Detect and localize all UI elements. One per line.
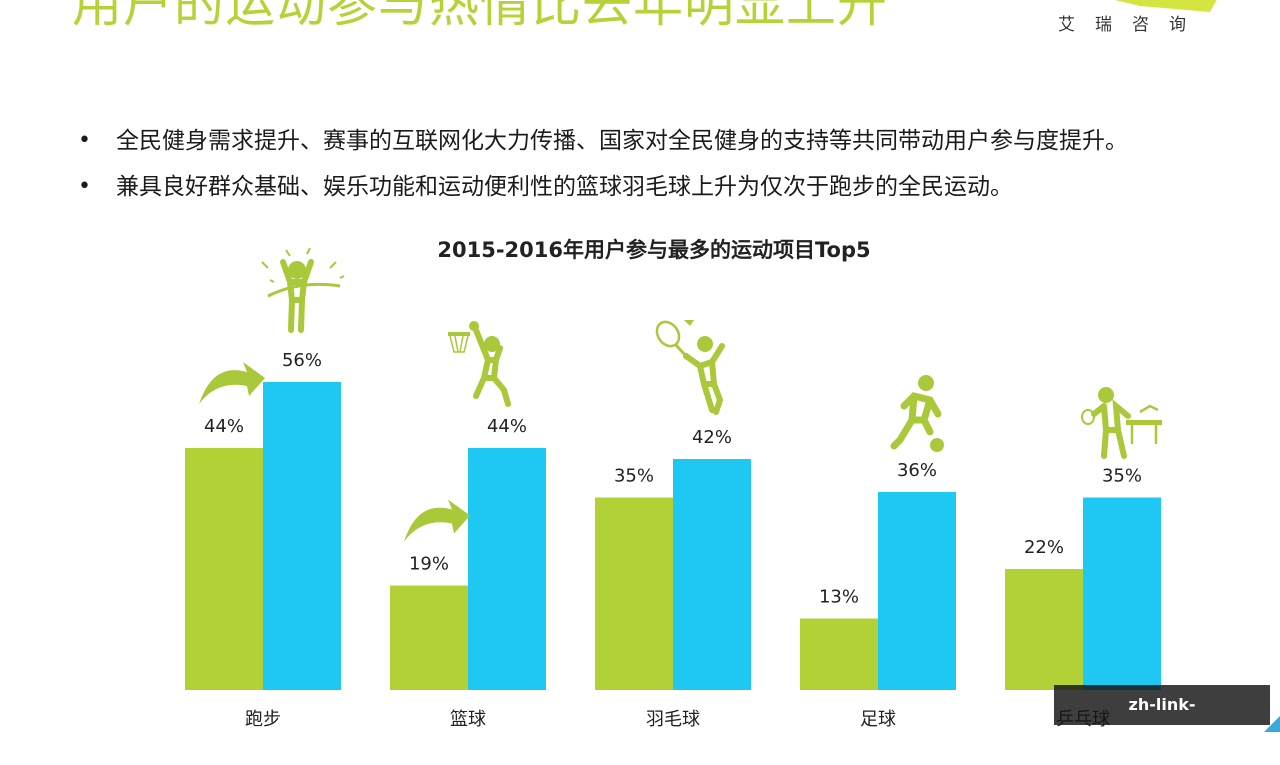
runner-icon <box>261 247 345 333</box>
player-head <box>697 336 713 352</box>
bullet-list: • 全民健身需求提升、赛事的互联网化大力传播、国家对全民健身的支持等共同带动用户… <box>72 118 1128 210</box>
table <box>1126 420 1162 425</box>
category-label: 跑步 <box>245 709 281 730</box>
data-label: 56% <box>282 350 322 371</box>
bar-chart: 44%56%跑步19%44%篮球35%42%羽毛球13%36%足球22%35%乒… <box>185 247 1162 730</box>
finish-tape <box>267 282 341 298</box>
player-body <box>1091 399 1131 459</box>
bar-2016 <box>263 382 341 690</box>
bar-2015 <box>800 618 878 690</box>
confetti <box>261 247 345 283</box>
runner-head <box>288 261 306 279</box>
bar-group: 13% 36% 足球 <box>800 460 956 730</box>
basketball-player-icon <box>448 321 511 407</box>
bar-2016 <box>878 492 956 690</box>
bullet-item: • 兼具良好群众基础、娱乐功能和运动便利性的篮球羽毛球上升为仅次于跑步的全民运动… <box>72 164 1128 210</box>
bar-2016 <box>468 448 546 690</box>
category-label: 篮球 <box>450 709 486 730</box>
bar-2016 <box>673 459 751 690</box>
chart-title: 2015-2016年用户参与最多的运动项目Top5 <box>437 238 871 262</box>
rising-arrow-icon <box>199 362 265 404</box>
bullet-dot: • <box>78 128 91 153</box>
bar-2015 <box>595 497 673 690</box>
player-body <box>890 392 942 450</box>
soccer-player-icon <box>890 375 944 452</box>
data-label: 19% <box>409 554 449 575</box>
badminton-player-icon <box>655 320 725 415</box>
brand-logo-shape <box>1115 0 1217 12</box>
category-label: 羽毛球 <box>646 709 700 730</box>
bullet-dot: • <box>78 174 91 199</box>
shuttlecock <box>684 320 694 326</box>
bar-2015 <box>185 448 263 690</box>
racket <box>655 320 681 348</box>
bar-2016 <box>1083 497 1161 690</box>
data-label: 35% <box>614 466 654 487</box>
watermark: zh-link-lejingsports.com <box>1054 685 1270 754</box>
ball <box>930 438 944 452</box>
bar-group: 44% 56% 跑步 <box>185 350 341 730</box>
data-label: 42% <box>692 427 732 448</box>
bar-2015 <box>390 585 468 690</box>
bullet-item: • 全民健身需求提升、赛事的互联网化大力传播、国家对全民健身的支持等共同带动用户… <box>72 118 1128 164</box>
paddle <box>1081 409 1095 425</box>
brand-name: 艾瑞咨询 <box>1058 15 1206 35</box>
rising-arrow-icon <box>404 499 470 542</box>
category-label: 足球 <box>860 709 896 730</box>
player-body <box>473 327 511 407</box>
page-title: 用户的运动参与热情比去年明显上升 <box>72 0 888 33</box>
data-label: 36% <box>897 460 937 481</box>
player-head <box>484 336 500 352</box>
player-body <box>683 343 725 415</box>
hoop-net <box>449 335 469 353</box>
corner-scroll-icon <box>1264 716 1280 732</box>
bar-group: 19% 44% 篮球 <box>390 416 546 730</box>
player-head <box>918 375 934 391</box>
data-label: 44% <box>204 416 244 437</box>
hoop-rim <box>448 332 470 336</box>
table-tennis-player-icon <box>1081 387 1162 459</box>
bullet-text: 兼具良好群众基础、娱乐功能和运动便利性的篮球羽毛球上升为仅次于跑步的全民运动。 <box>116 174 1013 200</box>
data-label: 22% <box>1024 537 1064 558</box>
bar-group: 35% 42% 羽毛球 <box>595 427 751 730</box>
player-head <box>1098 387 1114 403</box>
data-label: 44% <box>487 416 527 437</box>
bar-2015 <box>1005 569 1083 690</box>
runner-body <box>280 259 314 333</box>
table-legs <box>1130 404 1159 444</box>
data-label: 13% <box>819 587 859 608</box>
bullet-text: 全民健身需求提升、赛事的互联网化大力传播、国家对全民健身的支持等共同带动用户参与… <box>116 128 1128 154</box>
data-label: 35% <box>1102 466 1142 487</box>
